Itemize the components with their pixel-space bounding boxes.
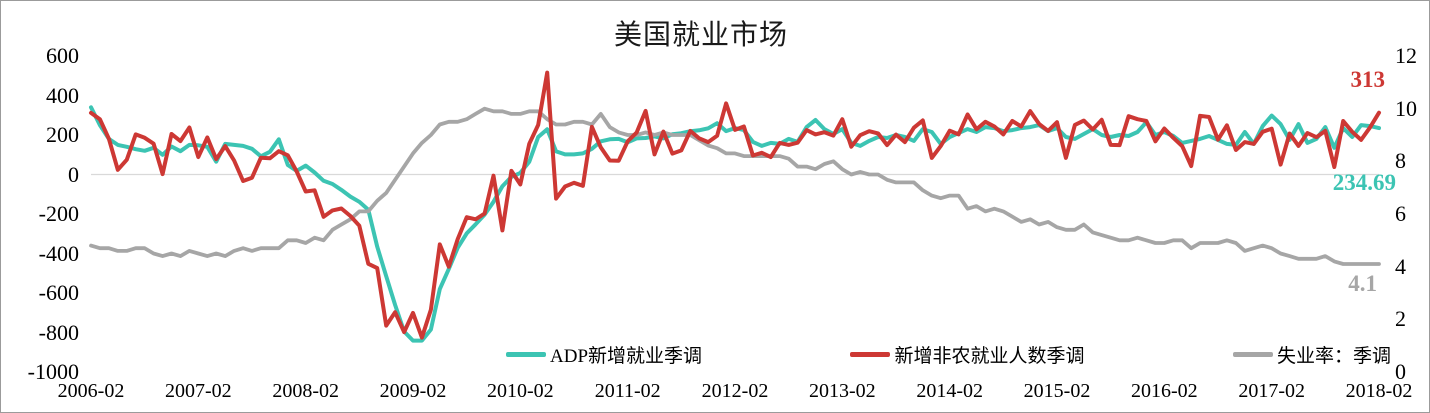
legend: ADP新增就业季调 新增非农就业人数季调 失业率：季调 <box>506 341 1391 368</box>
y-axis-left-tick-label: -400 <box>38 240 79 266</box>
y-axis-right-tick-label: 6 <box>1395 201 1406 226</box>
x-axis-tick-label: 2009-02 <box>379 380 447 402</box>
x-axis-tick-label: 2010-02 <box>486 380 554 402</box>
x-axis-tick-label: 2006-02 <box>57 380 125 402</box>
x-axis-tick-label: 2007-02 <box>164 380 232 402</box>
y-axis-left-tick-label: 0 <box>68 161 79 187</box>
y-axis-right-tick-label: 2 <box>1395 306 1406 332</box>
chart-title: 美国就业市场 <box>613 19 788 50</box>
annotation-adp-latest: 234.69 <box>1332 170 1396 195</box>
x-axis-tick-label: 2016-02 <box>1130 380 1198 402</box>
y-axis-left-tick-label: -200 <box>38 201 79 226</box>
annotation-unemployment-latest: 4.1 <box>1348 271 1377 296</box>
legend-swatch-nonfarm <box>850 352 891 357</box>
series-line-nonfarm <box>89 70 1381 340</box>
legend-label-adp: ADP新增就业季调 <box>550 346 703 367</box>
series-line-adp <box>89 105 1381 343</box>
legend-swatch-adp <box>506 352 546 357</box>
y-axis-right-tick-label: 4 <box>1395 253 1406 279</box>
y-axis-left-tick-label: 200 <box>46 122 79 147</box>
legend-label-unemployment: 失业率：季调 <box>1276 346 1391 367</box>
legend-label-nonfarm: 新增非农就业人数季调 <box>894 346 1085 367</box>
y-axis-left-tick-label: -800 <box>38 319 79 345</box>
x-axis-tick-label: 2018-02 <box>1345 380 1413 402</box>
legend-item-nonfarm: 新增非农就业人数季调 <box>850 341 1085 368</box>
legend-item-adp: ADP新增就业季调 <box>506 341 702 368</box>
x-axis-tick-label: 2012-02 <box>701 380 769 402</box>
y-axis-right-tick-label: 10 <box>1395 95 1417 121</box>
y-axis-left-tick-label: -1000 <box>27 359 79 384</box>
annotation-nonfarm-latest: 313 <box>1350 67 1386 92</box>
y-axis-right-tick-label: 8 <box>1395 148 1406 174</box>
x-axis-tick-label: 2013-02 <box>808 380 876 402</box>
y-axis-left-tick-label: -600 <box>38 280 79 305</box>
y-axis-left-tick-label: 400 <box>46 82 79 108</box>
x-axis-tick-label: 2015-02 <box>1023 380 1091 402</box>
y-axis-right-tick-label: 0 <box>1395 359 1406 384</box>
y-axis-left-tick-label: 600 <box>46 43 79 68</box>
legend-item-unemployment: 失业率：季调 <box>1232 341 1391 368</box>
y-axis-right-tick-label: 12 <box>1395 43 1417 68</box>
x-axis-tick-label: 2011-02 <box>594 380 661 402</box>
series-line-unemployment <box>89 106 1381 266</box>
x-axis-tick-label: 2008-02 <box>272 380 340 402</box>
legend-swatch-unemployment <box>1232 352 1273 357</box>
x-axis-tick-label: 2014-02 <box>916 380 984 402</box>
x-axis-tick-label: 2017-02 <box>1238 380 1306 402</box>
